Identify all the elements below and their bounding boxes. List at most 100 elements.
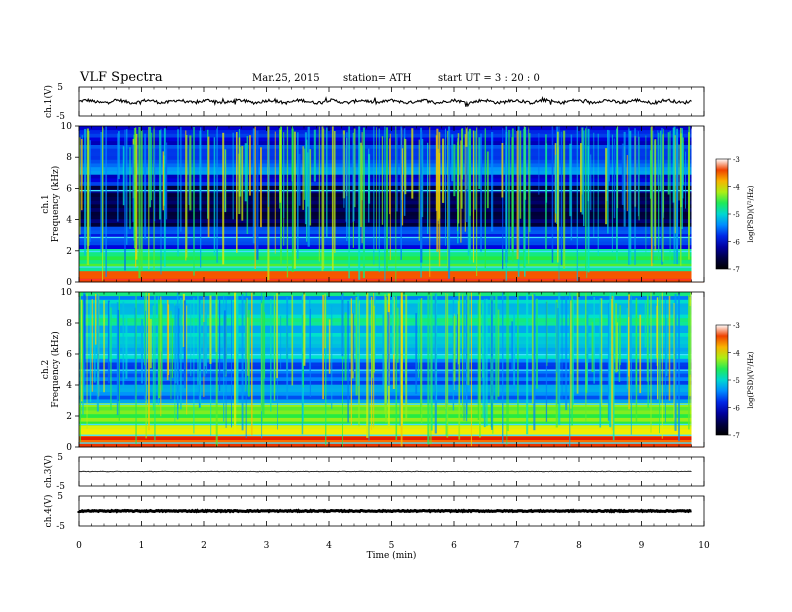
ch1-spectrogram-sferic — [519, 130, 522, 219]
ch2-spectrogram-sferic — [342, 292, 343, 447]
ch1-spectrogram-sferic — [613, 138, 616, 219]
ch2-spectrogram-freq-band — [79, 388, 704, 393]
ch2-spectrogram-tone-line — [79, 354, 704, 356]
ch2-spectrogram-freq-band — [79, 395, 704, 400]
ch2-spectrogram-sferic — [215, 292, 218, 447]
ch1-spectrogram-sferic — [162, 151, 164, 211]
x-tick-label: 0 — [76, 541, 82, 551]
ch2-spectrogram-sferic — [328, 319, 331, 374]
ch2-spectrogram-sferic — [569, 292, 571, 447]
ch1-spectrogram-sferic — [638, 136, 640, 221]
ch1-spectrogram-sferic — [307, 126, 310, 247]
ch1-spectrogram-freq-band — [79, 129, 704, 134]
ch2-spectrogram-sferic — [125, 315, 128, 379]
ch2-spectrogram-ytick-label: 8 — [66, 319, 72, 329]
ch2-spectrogram-sferic — [210, 296, 212, 436]
ch1-spectrogram-sferic — [502, 128, 504, 270]
ch1-spectrogram-sferic — [224, 149, 227, 212]
ch1-spectrogram-sferic — [389, 133, 391, 261]
ch1-spectrogram-sferic — [461, 128, 463, 209]
ch1-spectrogram-sferic — [508, 129, 510, 255]
ch1-spectrogram-sferic — [626, 155, 628, 212]
ch2-spectrogram-sferic — [158, 299, 161, 399]
ch2-spectrogram-sferic — [465, 297, 468, 422]
ch2-spectrogram-sferic — [470, 292, 472, 447]
ch1-spectrogram-sferic — [359, 142, 362, 227]
ch2-spectrogram-freq-band — [79, 421, 704, 426]
x-tick-label: 5 — [389, 541, 395, 551]
ch2-spectrogram-ytick-label: 2 — [66, 412, 72, 422]
ch2-spectrogram-sferic — [430, 295, 433, 431]
ch1-spectrogram-freq-band — [79, 181, 704, 186]
ch2-spectrogram-freq-band — [79, 428, 704, 433]
ch1-spectrogram-freq-band — [79, 185, 704, 190]
ch2-spectrogram-sferic — [178, 308, 180, 381]
ch1-spectrogram-sferic — [674, 135, 676, 234]
ch2-spectrogram-sferic — [97, 314, 99, 394]
ch2-spectrogram-sferic — [270, 298, 272, 412]
ch1-spectrogram-sferic — [148, 127, 150, 270]
ch4-waveform-ylabel: ch.4(V) — [43, 495, 54, 528]
ch1-spectrogram-sferic — [474, 130, 476, 210]
ch2-spectrogram-sferic — [309, 308, 311, 398]
ch3-waveform-trace — [78, 470, 692, 473]
ch1-spectrogram-sferic — [232, 132, 234, 220]
ch1-spectrogram-sferic — [501, 143, 504, 198]
ch2-spectrogram-sferic — [366, 292, 369, 438]
ch4-waveform-trace — [77, 508, 692, 514]
ch2-spectrogram-sferic — [492, 293, 494, 434]
ch2-spectrogram-sferic — [674, 293, 677, 431]
ch1-spectrogram-freq-band — [79, 166, 704, 171]
ch1-spectrogram-sferic — [453, 144, 456, 197]
ch1-spectrogram-sferic — [321, 126, 324, 271]
ch2-spectrogram-colorbar-tick-label: -7 — [733, 432, 740, 440]
ch1-spectrogram-sferic — [149, 126, 152, 208]
ch1-spectrogram-sferic — [447, 130, 449, 268]
ch1-spectrogram-sferic — [652, 131, 654, 264]
ch1-spectrogram-sferic — [418, 139, 420, 241]
ch2-spectrogram-sferic — [322, 294, 324, 400]
ch1-spectrogram-sferic — [460, 140, 462, 243]
ch2-spectrogram-sferic — [517, 293, 519, 418]
ch2-spectrogram-sferic — [236, 312, 239, 389]
ch1-spectrogram-sferic — [634, 128, 636, 265]
ch1-spectrogram-sferic — [87, 131, 90, 246]
ch2-spectrogram-freq-band — [79, 424, 704, 429]
ch2-spectrogram-ytick-label: 6 — [66, 350, 72, 360]
ch1-spectrogram-sferic — [207, 136, 210, 238]
ch2-spectrogram-freq-band — [79, 310, 704, 315]
ch1-spectrogram-sferic — [401, 148, 404, 226]
ch2-spectrogram-tone-line — [79, 369, 704, 371]
x-tick-label: 3 — [264, 541, 270, 551]
ch1-spectrogram-sferic — [331, 126, 334, 271]
ch2-spectrogram-sferic — [673, 303, 675, 420]
ch1-spectrogram-sferic — [216, 126, 218, 263]
ch1-spectrogram-tone-line — [79, 250, 704, 253]
ch1-spectrogram-sferic — [348, 126, 350, 279]
ch1-spectrogram-sferic — [79, 137, 81, 235]
ch1-spectrogram-sferic — [268, 139, 269, 207]
ch1-spectrogram-sferic — [685, 151, 686, 209]
ch1-spectrogram-sferic — [516, 130, 519, 260]
ch2-spectrogram-sferic — [357, 293, 360, 386]
ch2-spectrogram-freq-band — [79, 332, 704, 337]
ch2-spectrogram-sferic — [635, 298, 638, 422]
ch1-spectrogram-sferic — [298, 154, 301, 206]
ch1-spectrogram-sferic — [236, 132, 238, 253]
x-tick-label: 2 — [201, 541, 207, 551]
ch2-spectrogram-sferic — [571, 294, 573, 426]
ch2-spectrogram-sferic — [170, 310, 172, 399]
ch2-spectrogram-freq-band — [79, 321, 704, 326]
ch1-spectrogram-sferic — [672, 127, 675, 203]
ch2-spectrogram-sferic — [177, 305, 179, 409]
ch1-spectrogram-sferic — [118, 131, 120, 180]
ch2-spectrogram-sferic — [611, 295, 614, 431]
ch1-spectrogram-freq-band — [79, 207, 704, 212]
ch2-spectrogram-ytick-label: 4 — [66, 381, 72, 391]
ch1-spectrogram-freq-band — [79, 267, 704, 272]
ch2-spectrogram-sferic — [477, 300, 480, 420]
ch2-spectrogram-sferic — [371, 300, 374, 378]
ch2-spectrogram-sferic — [224, 310, 226, 376]
ch1-spectrogram-sferic — [560, 131, 563, 266]
ch2-spectrogram-freq-band — [79, 306, 704, 311]
